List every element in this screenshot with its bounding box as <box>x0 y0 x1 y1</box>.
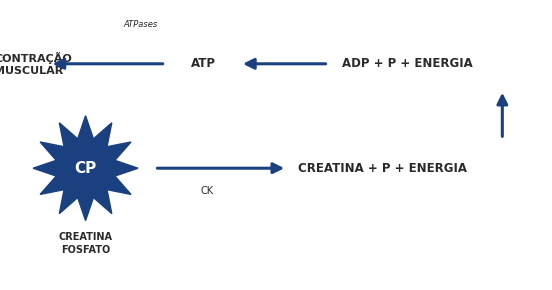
Text: CREATINA
FOSFATO: CREATINA FOSFATO <box>59 232 113 255</box>
Text: CK: CK <box>200 186 214 195</box>
Text: ATP: ATP <box>190 57 215 70</box>
Polygon shape <box>33 116 138 221</box>
Text: CREATINA + P + ENERGIA: CREATINA + P + ENERGIA <box>298 162 467 175</box>
Text: ATPases: ATPases <box>124 20 158 29</box>
Text: CONTRAÇÃO
MUSCULAR: CONTRAÇÃO MUSCULAR <box>0 52 72 76</box>
Text: CP: CP <box>75 161 97 176</box>
Text: ADP + P + ENERGIA: ADP + P + ENERGIA <box>342 57 473 70</box>
